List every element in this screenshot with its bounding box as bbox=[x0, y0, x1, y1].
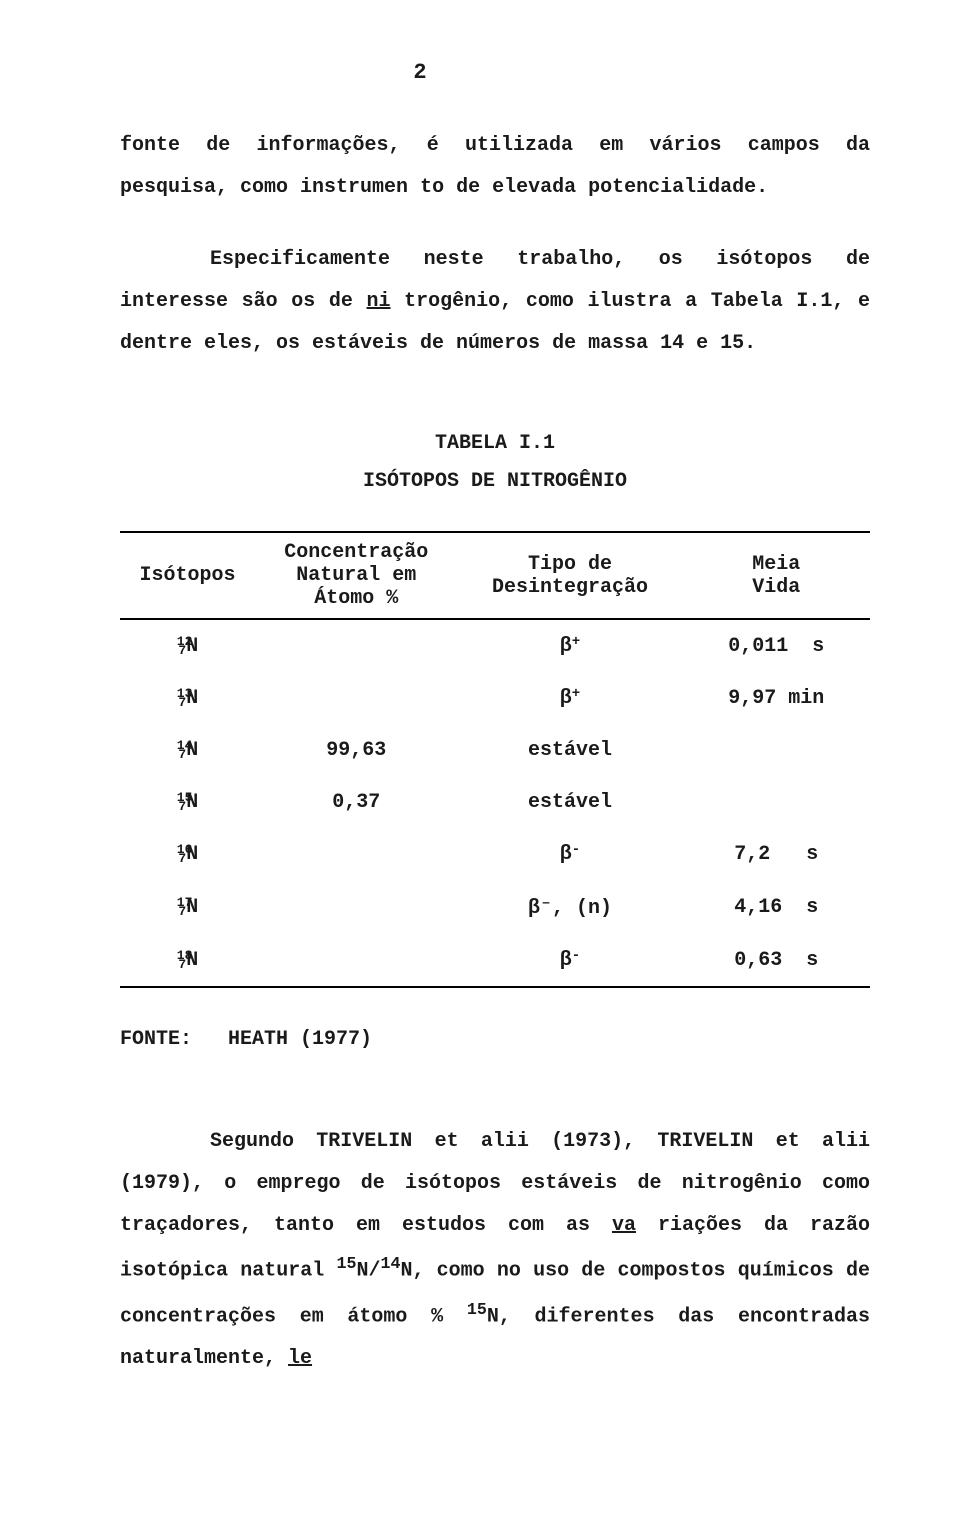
p3-l3c: N, como no uso de compostos químicos bbox=[400, 1260, 833, 1283]
cell-concentration bbox=[255, 828, 458, 880]
th-tipo: Tipo de Desintegração bbox=[458, 532, 683, 619]
th-meia: Meia Vida bbox=[683, 532, 871, 619]
table-title-line1: TABELA I.1 bbox=[120, 425, 870, 463]
p3-sup14: 14 bbox=[380, 1255, 400, 1274]
cell-halflife: 4,16 s bbox=[683, 880, 871, 934]
th-c2a: Concentração bbox=[259, 541, 454, 564]
cell-decay: β⁻, (n) bbox=[458, 880, 683, 934]
cell-decay: estável bbox=[458, 776, 683, 828]
table-row: 167N β-7,2 s bbox=[120, 828, 870, 880]
cell-decay: β+ bbox=[458, 672, 683, 724]
table-body: 127Nβ+0,011 s137Nβ+9,97 min147N99,63está… bbox=[120, 619, 870, 987]
cell-halflife bbox=[683, 776, 871, 828]
p3-l4c: le bbox=[288, 1347, 312, 1370]
cell-concentration bbox=[255, 672, 458, 724]
th-c2b: Natural em bbox=[259, 564, 454, 587]
cell-halflife: 0,011 s bbox=[683, 619, 871, 672]
cell-halflife bbox=[683, 724, 871, 776]
p1-l2: to de elevada potencialidade. bbox=[420, 176, 768, 199]
p3-l3b: N/ bbox=[356, 1260, 380, 1283]
th-c3b: Desintegração bbox=[462, 576, 679, 599]
cell-concentration: 0,37 bbox=[255, 776, 458, 828]
p2-l1b: ni bbox=[367, 290, 391, 313]
cell-isotope: 177N bbox=[120, 880, 255, 934]
cell-decay: estável bbox=[458, 724, 683, 776]
cell-halflife: 9,97 min bbox=[683, 672, 871, 724]
table-source: FONTE: HEATH (1977) bbox=[120, 1028, 870, 1051]
cell-decay: β+ bbox=[458, 619, 683, 672]
cell-isotope: 157N bbox=[120, 776, 255, 828]
fonte-label: FONTE: bbox=[120, 1028, 192, 1051]
table-row: 177N β⁻, (n)4,16 s bbox=[120, 880, 870, 934]
cell-isotope: 137N bbox=[120, 672, 255, 724]
th-isotopos-text: Isótopos bbox=[139, 564, 235, 587]
p3-l2b: va bbox=[612, 1214, 636, 1237]
table-row: 147N99,63estável bbox=[120, 724, 870, 776]
table-row: 157N0,37estável bbox=[120, 776, 870, 828]
th-c2c: Átomo % bbox=[259, 587, 454, 610]
table-header-row: Isótopos Concentração Natural em Átomo %… bbox=[120, 532, 870, 619]
paragraph-1: fonte de informações, é utilizada em vár… bbox=[120, 125, 870, 209]
cell-halflife: 7,2 s bbox=[683, 828, 871, 880]
page-number: 2 bbox=[0, 60, 870, 85]
cell-concentration bbox=[255, 619, 458, 672]
cell-decay: β- bbox=[458, 828, 683, 880]
cell-decay: β- bbox=[458, 934, 683, 987]
cell-isotope: 147N bbox=[120, 724, 255, 776]
th-c4b: Vida bbox=[687, 576, 867, 599]
table-title-line2: ISÓTOPOS DE NITROGÊNIO bbox=[120, 463, 870, 501]
table-row: 137N β+9,97 min bbox=[120, 672, 870, 724]
p3-sup15a: 15 bbox=[336, 1255, 356, 1274]
p3-sup15b: 15 bbox=[467, 1301, 487, 1320]
cell-isotope: 167N bbox=[120, 828, 255, 880]
paragraph-3: Segundo TRIVELIN et alii (1973), TRIVELI… bbox=[120, 1121, 870, 1380]
cell-concentration bbox=[255, 934, 458, 987]
page-content: 2 fonte de informações, é utilizada em v… bbox=[0, 0, 960, 1450]
paragraph-2: Especificamente neste trabalho, os isóto… bbox=[120, 239, 870, 365]
table-title: TABELA I.1 ISÓTOPOS DE NITROGÊNIO bbox=[120, 425, 870, 501]
th-concentracao: Concentração Natural em Átomo % bbox=[255, 532, 458, 619]
th-isotopos: Isótopos bbox=[120, 532, 255, 619]
cell-isotope: 187N bbox=[120, 934, 255, 987]
table-row: 187N β-0,63 s bbox=[120, 934, 870, 987]
th-c4a: Meia bbox=[687, 553, 867, 576]
cell-concentration: 99,63 bbox=[255, 724, 458, 776]
isotope-table: Isótopos Concentração Natural em Átomo %… bbox=[120, 531, 870, 988]
fonte-value: HEATH (1977) bbox=[228, 1028, 372, 1051]
cell-concentration bbox=[255, 880, 458, 934]
table-row: 127N β+0,011 s bbox=[120, 619, 870, 672]
cell-isotope: 127N bbox=[120, 619, 255, 672]
th-c3a: Tipo de bbox=[462, 553, 679, 576]
cell-halflife: 0,63 s bbox=[683, 934, 871, 987]
